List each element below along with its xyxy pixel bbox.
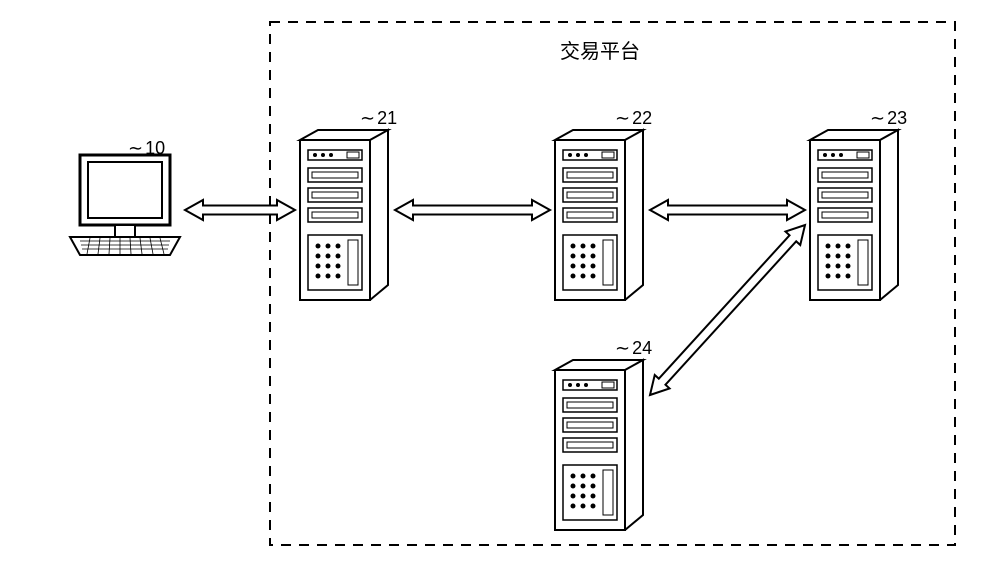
- client-label-text: 10: [145, 138, 165, 158]
- server-21-label-text: 21: [377, 108, 397, 128]
- server-24-label: ∼24: [615, 338, 652, 359]
- server-23-label: ∼23: [870, 108, 907, 129]
- diagram-canvas: [0, 0, 1000, 566]
- connection-arrow: [650, 225, 805, 395]
- server-24-label-text: 24: [632, 338, 652, 358]
- connection-arrow: [185, 200, 295, 220]
- server-22-label: ∼22: [615, 108, 652, 129]
- server-24: [555, 360, 643, 530]
- server-21: [300, 130, 388, 300]
- server-22-label-text: 22: [632, 108, 652, 128]
- server-22: [555, 130, 643, 300]
- server-23-label-text: 23: [887, 108, 907, 128]
- server-23: [810, 130, 898, 300]
- client-label: ∼10: [128, 138, 165, 159]
- edges: [185, 200, 805, 395]
- client-computer: [70, 155, 180, 255]
- connection-arrow: [395, 200, 550, 220]
- server-21-label: ∼21: [360, 108, 397, 129]
- platform-title: 交易平台: [560, 35, 640, 64]
- connection-arrow: [650, 200, 805, 220]
